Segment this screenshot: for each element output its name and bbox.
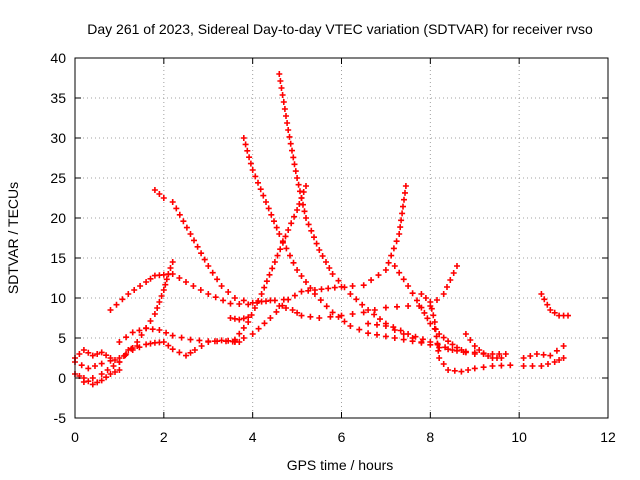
y-axis-title: SDTVAR / TECUs — [5, 182, 21, 294]
data-point-markers — [520, 343, 567, 361]
series-track-18 — [520, 355, 567, 369]
series-track-8 — [240, 135, 425, 346]
data-point-markers — [462, 331, 505, 361]
x-tick-label: 8 — [426, 429, 434, 445]
series-track-9 — [276, 71, 478, 357]
data-point-markers — [72, 367, 123, 388]
data-point-markers — [107, 271, 287, 313]
series-track-16 — [462, 331, 505, 361]
y-tick-label: 0 — [58, 370, 66, 386]
data-point-markers — [240, 135, 425, 346]
data-point-markers — [72, 343, 141, 365]
data-point-markers — [276, 263, 460, 321]
series-track-12 — [276, 263, 460, 321]
data-point-markers — [231, 183, 409, 345]
data-point-markers — [227, 314, 252, 323]
y-tick-label: 5 — [58, 330, 66, 346]
series-track-7 — [227, 314, 252, 323]
series-track-3 — [169, 199, 274, 306]
x-tick-label: 2 — [160, 429, 168, 445]
y-tick-label: 15 — [50, 250, 66, 266]
x-tick-label: 10 — [511, 429, 527, 445]
y-tick-label: -5 — [54, 410, 67, 426]
series-track-2 — [107, 271, 287, 313]
series-track-21 — [72, 367, 123, 388]
data-point-markers — [151, 187, 167, 201]
data-point-markers — [276, 71, 478, 357]
y-tick-label: 25 — [50, 170, 66, 186]
x-tick-label: 12 — [600, 429, 616, 445]
data-point-markers — [169, 199, 274, 306]
data-point-markers — [231, 183, 309, 343]
y-tick-label: 40 — [50, 50, 66, 66]
x-tick-label: 0 — [71, 429, 79, 445]
y-tick-label: 20 — [50, 210, 66, 226]
data-marks — [72, 71, 571, 388]
x-tick-label: 6 — [338, 429, 346, 445]
series-track-10 — [231, 183, 409, 345]
series-track-17 — [520, 343, 567, 361]
y-tick-label: 10 — [50, 290, 66, 306]
x-tick-label: 4 — [249, 429, 257, 445]
x-axis-title: GPS time / hours — [287, 457, 394, 473]
grid — [75, 58, 608, 418]
chart-title: Day 261 of 2023, Sidereal Day-to-day VTE… — [87, 21, 593, 37]
y-tick-label: 30 — [50, 130, 66, 146]
series-track-14 — [418, 291, 514, 375]
data-point-markers — [538, 291, 571, 319]
data-point-markers — [418, 291, 514, 375]
series-track-4 — [151, 187, 167, 201]
data-point-markers — [520, 355, 567, 369]
series-track-19 — [538, 291, 571, 319]
series-track-11 — [231, 183, 309, 343]
y-tick-label: 35 — [50, 90, 66, 106]
series-track-20 — [72, 343, 141, 365]
